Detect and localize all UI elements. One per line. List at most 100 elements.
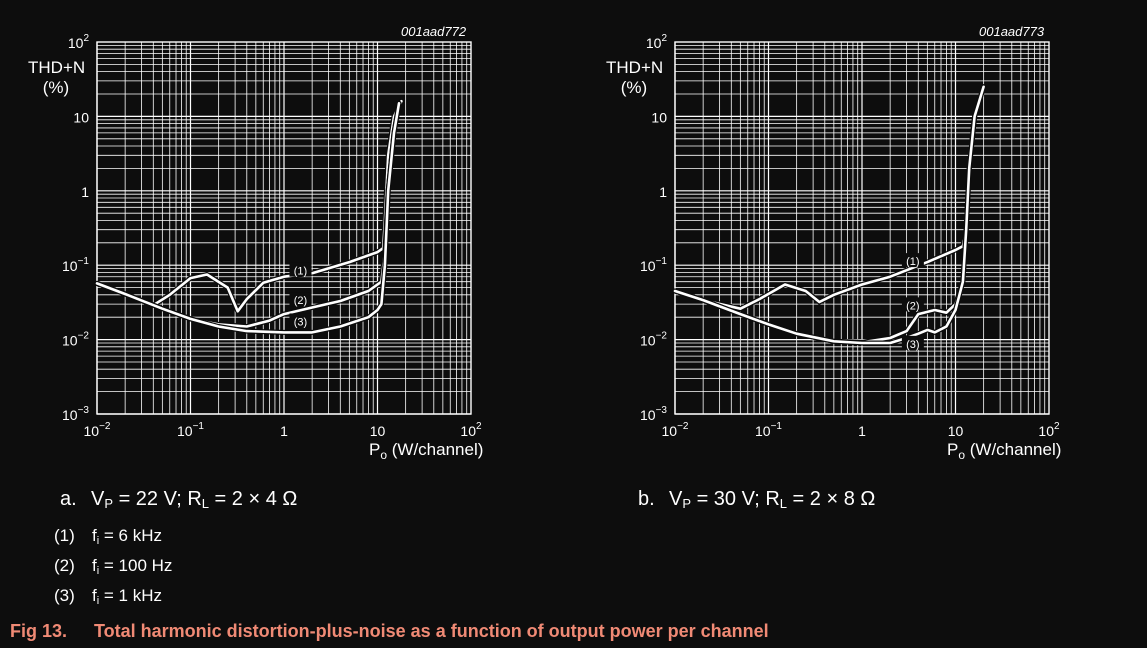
y-tick-base: 10 [62, 258, 78, 274]
x-tick-label: 10 [370, 423, 386, 439]
subcaption-a-v: V [91, 488, 105, 510]
legend-item-1-val: = 6 kHz [99, 526, 163, 545]
x-tick-base: 1 [858, 423, 866, 439]
y-tick-exp: −3 [656, 405, 668, 416]
y-tick-exp: −2 [78, 331, 90, 342]
y-tick-base: 10 [62, 407, 78, 423]
y-tick-label: 102 [646, 33, 668, 51]
series-label-3: (3) [294, 316, 307, 328]
series-label-bg [289, 313, 312, 328]
x-tick-exp: −2 [99, 421, 111, 432]
y-tick-label: 10−3 [640, 405, 667, 423]
y-tick-base: 10 [646, 35, 662, 51]
y-tick-base: 10 [62, 333, 78, 349]
subcaption-b: b. VP = 30 V; RL = 2 × 8 Ω [638, 488, 875, 511]
y-tick-base: 10 [651, 109, 667, 125]
subcaption-b-v: V [669, 488, 683, 510]
ylabel-a-line1: THD+N [28, 58, 86, 77]
subcaption-a-rval: = 2 × 4 Ω [209, 488, 298, 510]
legend-item-2-num: (2) [54, 556, 75, 575]
ylabel-b-line1: THD+N [606, 58, 664, 77]
chart-code-b: 001aad773 [979, 24, 1045, 39]
series-label-bg [289, 262, 312, 277]
plot-frame-b [674, 41, 1050, 415]
x-tick-base: 10 [177, 423, 193, 439]
y-tick-base: 10 [73, 109, 89, 125]
x-tick-exp: 2 [476, 421, 482, 432]
y-tick-base: 10 [640, 407, 656, 423]
subcaption-a-rsub: L [201, 496, 209, 511]
xlabel-b: Po (W/channel) [947, 440, 1061, 462]
series-label-2: (2) [906, 300, 919, 312]
legend-item-2: (2) fi = 100 Hz [54, 556, 172, 577]
subcaption-b-letter: b. [638, 488, 655, 510]
series-label-bg [901, 335, 924, 350]
legend-item-3: (3) fi = 1 kHz [54, 586, 162, 607]
series-label-1: (1) [294, 266, 307, 278]
legend-item-1: (1) fi = 6 kHz [54, 526, 162, 547]
x-tick-base: 10 [1038, 423, 1054, 439]
legend-item-2-val: = 100 Hz [99, 556, 173, 575]
xlabel-a-main: P [369, 440, 381, 459]
y-tick-base: 10 [640, 333, 656, 349]
y-tick-label: 10−1 [62, 256, 89, 274]
legend-item-3-num: (3) [54, 586, 75, 605]
y-tick-label: 10 [651, 109, 667, 125]
series-curve-3 [673, 85, 985, 345]
y-tick-exp: −2 [656, 331, 668, 342]
x-tick-base: 10 [755, 423, 771, 439]
ylabel-b: THD+N (%) [606, 58, 664, 98]
figure-number: Fig 13. [10, 621, 68, 641]
x-tick-exp: −1 [193, 421, 205, 432]
x-tick-label: 10−1 [755, 421, 782, 439]
ylabel-a-line2: (%) [42, 78, 70, 97]
y-tick-label: 10−2 [640, 331, 667, 349]
series-curve-halo [94, 100, 402, 329]
ylabel-b-line2: (%) [620, 78, 648, 97]
series-label-bg [901, 297, 924, 312]
chart-code-a: 001aad772 [401, 24, 467, 39]
subcaption-b-rval: = 2 × 8 Ω [787, 488, 876, 510]
figure-caption: Fig 13. Total harmonic distortion-plus-no… [10, 621, 769, 642]
legend-item-1-sub: i [96, 535, 100, 547]
x-tick-base: 10 [948, 423, 964, 439]
x-tick-label: 102 [1038, 421, 1060, 439]
x-tick-label: 1 [858, 423, 866, 439]
series-curve-halo [672, 84, 987, 346]
subcaption-b-vsub: P [682, 496, 692, 511]
y-tick-label: 10 [73, 109, 89, 125]
x-tick-label: 1 [280, 423, 288, 439]
grid-b [674, 42, 1049, 415]
legend-item-2-f: f [92, 556, 97, 575]
xlabel-b-rest: (W/channel) [965, 440, 1062, 459]
series-curve-3 [95, 102, 401, 334]
xlabel-b-sub: o [958, 448, 966, 462]
series-curve-2 [95, 102, 401, 328]
y-tick-exp: −1 [656, 256, 668, 267]
xlabel-a-rest: (W/channel) [387, 440, 484, 459]
subcaption-a-vsub: P [104, 496, 114, 511]
x-tick-base: 10 [84, 423, 100, 439]
series-label-1: (1) [906, 256, 919, 268]
legend-item-3-sub: i [96, 595, 100, 607]
y-tick-base: 10 [640, 258, 656, 274]
series-label-3: (3) [906, 339, 919, 351]
x-tick-exp: −1 [771, 421, 783, 432]
x-tick-base: 10 [460, 423, 476, 439]
x-tick-label: 10−2 [84, 421, 111, 439]
x-tick-base: 1 [280, 423, 288, 439]
series-label-bg [901, 253, 924, 268]
y-tick-label: 1 [81, 184, 89, 200]
y-tick-label: 10−2 [62, 331, 89, 349]
legend-item-3-f: f [92, 586, 97, 605]
y-tick-label: 10−3 [62, 405, 89, 423]
x-tick-label: 10−2 [662, 421, 689, 439]
y-tick-exp: 2 [661, 33, 667, 44]
y-tick-label: 102 [68, 33, 90, 51]
subcaption-a: a. VP = 22 V; RL = 2 × 4 Ω [60, 488, 297, 511]
legend-item-1-num: (1) [54, 526, 75, 545]
legend-item-2-sub: i [96, 565, 100, 577]
